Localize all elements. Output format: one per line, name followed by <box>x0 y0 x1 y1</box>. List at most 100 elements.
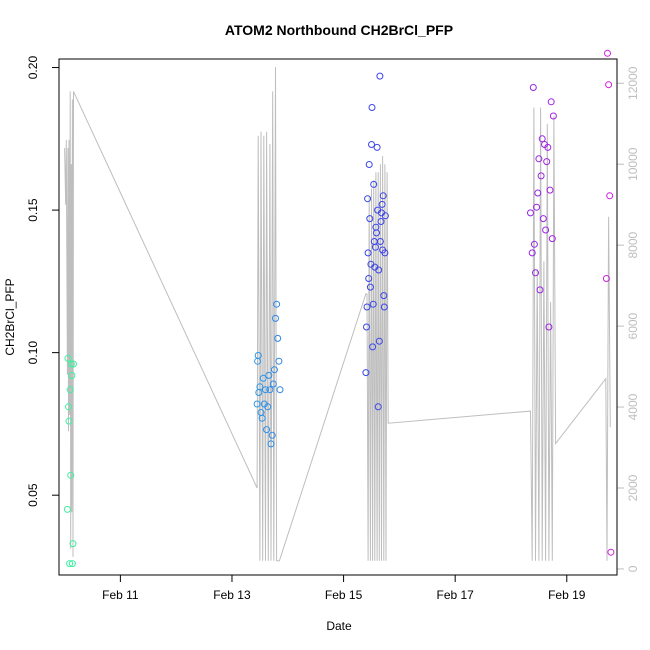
data-point <box>370 180 378 188</box>
data-point <box>368 141 375 148</box>
y2-tick-label: 6000 <box>626 312 640 339</box>
y-tick-label: 0.15 <box>26 198 40 222</box>
data-point <box>368 104 376 111</box>
data-point <box>258 414 266 422</box>
data-point <box>542 226 550 234</box>
data-point <box>375 337 383 345</box>
data-point <box>527 209 534 217</box>
x-tick-label: Feb 13 <box>213 588 251 602</box>
data-point <box>528 249 536 257</box>
data-point <box>68 560 76 568</box>
data-point <box>67 360 75 368</box>
y2-tick-label: 10000 <box>626 147 640 181</box>
data-point <box>274 334 282 342</box>
data-point <box>66 560 74 568</box>
data-point <box>366 215 374 223</box>
y2-tick-label: 8000 <box>626 231 640 258</box>
data-point <box>534 189 542 197</box>
data-point <box>364 195 372 203</box>
data-point <box>267 440 275 448</box>
data-point <box>544 143 552 151</box>
data-point <box>606 192 614 200</box>
data-point <box>381 249 389 257</box>
data-point <box>379 192 387 200</box>
x-axis-label: Date <box>326 619 352 633</box>
data-point <box>532 269 539 277</box>
data-point <box>605 81 613 89</box>
data-point <box>537 172 545 180</box>
plot-frame <box>58 58 618 576</box>
chart-title: ATOM2 Northbound CH2BrCl_PFP <box>225 22 453 38</box>
data-point <box>545 323 553 331</box>
data-point <box>602 275 610 282</box>
data-point <box>262 386 269 394</box>
data-point <box>376 238 384 245</box>
data-point <box>272 314 279 322</box>
data-point <box>533 203 541 211</box>
y-axis-label: CH2BrCl_PFP <box>3 278 17 355</box>
data-point <box>547 98 555 106</box>
data-point <box>366 283 374 291</box>
data-point <box>607 548 615 556</box>
data-point <box>273 300 281 308</box>
data-point <box>254 352 262 359</box>
data-point <box>266 386 274 394</box>
data-point <box>63 505 71 513</box>
data-point <box>380 303 388 311</box>
y2-tick-label: 0 <box>626 565 640 572</box>
data-point <box>369 343 377 351</box>
data-point <box>256 383 264 391</box>
data-point <box>380 292 388 300</box>
data-point <box>548 235 556 243</box>
data-point <box>536 286 544 294</box>
x-tick-label: Feb 19 <box>548 588 586 602</box>
data-point <box>65 403 72 411</box>
y2-tick-label: 12000 <box>626 66 640 100</box>
altitude-line <box>64 67 611 562</box>
data-point <box>530 240 538 248</box>
data-point <box>70 360 77 368</box>
data-point <box>264 403 272 411</box>
y-tick-label: 0.05 <box>26 483 40 507</box>
data-point <box>378 200 386 208</box>
y2-tick-label: 2000 <box>626 474 640 501</box>
data-point <box>270 366 278 374</box>
data-point <box>376 72 384 80</box>
data-point <box>269 380 277 388</box>
data-point <box>363 323 370 331</box>
y-tick-label: 0.20 <box>26 56 40 80</box>
data-point <box>373 143 381 151</box>
data-point <box>64 354 72 362</box>
data-point <box>265 371 273 379</box>
data-point <box>276 386 284 394</box>
data-point <box>365 161 373 168</box>
data-point <box>68 371 76 379</box>
axes: Feb 11 Feb 13 Feb 15 Feb 17 Feb 19 0.05 0.10 0.… <box>26 56 640 602</box>
data-point <box>604 49 611 57</box>
data-point <box>66 386 74 394</box>
data-point <box>373 229 380 237</box>
data-point <box>263 426 271 434</box>
x-tick-label: Feb 11 <box>102 588 139 602</box>
data-point <box>65 417 73 425</box>
data-point <box>381 212 389 220</box>
y-tick-label: 0.10 <box>26 341 40 365</box>
data-point <box>377 218 385 225</box>
altitude-series <box>64 67 611 562</box>
data-point <box>67 471 75 479</box>
data-point <box>362 369 370 377</box>
data-point <box>363 303 371 311</box>
data-point <box>529 84 537 91</box>
y2-tick-label: 4000 <box>626 393 640 420</box>
data-point <box>371 243 379 251</box>
data-point <box>275 357 283 365</box>
data-point <box>69 540 77 548</box>
data-point <box>549 112 557 120</box>
data-point <box>546 186 554 194</box>
data-point <box>535 155 543 163</box>
x-tick-label: Feb 17 <box>437 588 475 602</box>
data-point <box>375 266 383 274</box>
data-point <box>268 431 276 439</box>
x-tick-label: Feb 15 <box>325 588 363 602</box>
